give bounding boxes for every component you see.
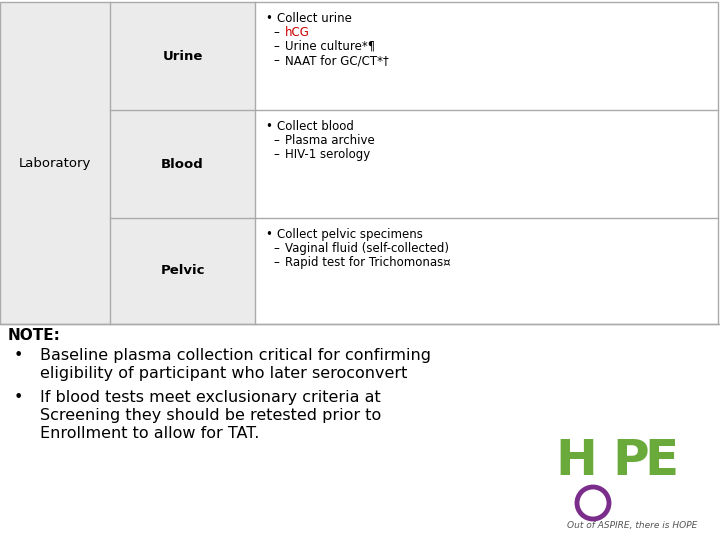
Text: Rapid test for Trichomonas¤: Rapid test for Trichomonas¤: [285, 256, 451, 269]
Text: Vaginal fluid (self-collected): Vaginal fluid (self-collected): [285, 242, 449, 255]
Text: •: •: [265, 228, 272, 241]
Text: –: –: [273, 54, 279, 67]
Text: Collect blood: Collect blood: [277, 120, 354, 133]
Text: –: –: [273, 242, 279, 255]
Text: NAAT for GC/CT*†: NAAT for GC/CT*†: [285, 54, 389, 67]
Text: •: •: [265, 120, 272, 133]
Text: •: •: [14, 390, 23, 405]
Text: Pelvic: Pelvic: [161, 265, 204, 278]
Text: Urine: Urine: [162, 50, 203, 63]
Text: If blood tests meet exclusionary criteria at: If blood tests meet exclusionary criteri…: [40, 390, 381, 405]
Text: Plasma archive: Plasma archive: [285, 134, 374, 147]
Text: Screening they should be retested prior to: Screening they should be retested prior …: [40, 408, 382, 423]
Text: –: –: [273, 40, 279, 53]
Text: HIV-1 serology: HIV-1 serology: [285, 148, 370, 161]
Bar: [110, 110, 255, 218]
Bar: [0, 2, 718, 324]
Text: eligibility of participant who later seroconvert: eligibility of participant who later ser…: [40, 366, 408, 381]
Text: •: •: [14, 348, 23, 363]
Text: hCG: hCG: [285, 26, 310, 39]
Text: Urine culture*¶: Urine culture*¶: [285, 40, 375, 53]
Text: Out of ASPIRE, there is HOPE: Out of ASPIRE, there is HOPE: [567, 521, 698, 530]
Text: P: P: [612, 437, 649, 485]
Text: –: –: [273, 134, 279, 147]
Text: Collect pelvic specimens: Collect pelvic specimens: [277, 228, 423, 241]
Bar: [110, 218, 255, 324]
Bar: [110, 2, 255, 110]
Text: Laboratory: Laboratory: [19, 157, 91, 170]
Text: –: –: [273, 148, 279, 161]
Text: H: H: [555, 437, 597, 485]
Text: NOTE:: NOTE:: [8, 328, 61, 343]
Text: –: –: [273, 26, 279, 39]
Text: Collect urine: Collect urine: [277, 12, 352, 25]
Text: –: –: [273, 256, 279, 269]
Text: Enrollment to allow for TAT.: Enrollment to allow for TAT.: [40, 426, 259, 441]
Bar: [0, 2, 110, 324]
Text: Blood: Blood: [161, 158, 204, 171]
Text: Baseline plasma collection critical for confirming: Baseline plasma collection critical for …: [40, 348, 431, 363]
Text: E: E: [644, 437, 678, 485]
Text: •: •: [265, 12, 272, 25]
